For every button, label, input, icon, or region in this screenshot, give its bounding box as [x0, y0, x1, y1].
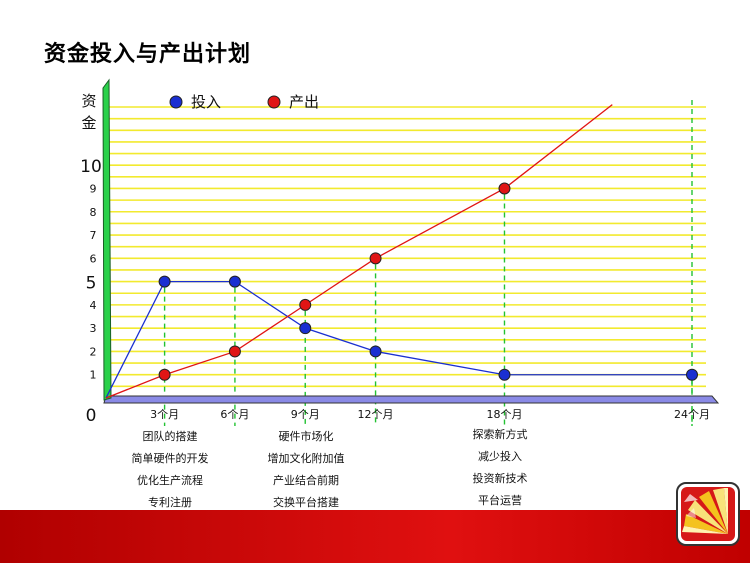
y-tick-label: 5 [86, 274, 97, 294]
data-point [370, 346, 381, 357]
data-point [687, 369, 698, 380]
y-tick-label: 6 [90, 252, 97, 265]
data-point [499, 183, 510, 194]
data-point [300, 299, 311, 310]
x-axis-bar [104, 396, 718, 403]
legend-marker [268, 96, 280, 108]
y-tick-label: 10 [80, 157, 102, 177]
x-tick-label: 12个月 [358, 408, 394, 421]
annotation-line: 硬件市场化 [236, 426, 376, 448]
y-tick-label: 1 [90, 369, 97, 382]
annotation-line: 优化生产流程 [100, 470, 240, 492]
y-axis-label: 资 [81, 92, 96, 110]
y-axis: 0 1 2 3 4 5 6 7 8 9 10 资金 [80, 80, 111, 426]
legend-marker [170, 96, 182, 108]
data-point [159, 369, 170, 380]
annotation-group-3: 探索新方式 减少投入 投资新技术 平台运营 [430, 424, 570, 512]
y-tick-label: 9 [90, 182, 97, 195]
data-point [159, 276, 170, 287]
annotation-line: 简单硬件的开发 [100, 448, 240, 470]
y-tick-label: 7 [90, 229, 97, 242]
annotation-line: 探索新方式 [430, 424, 570, 446]
annotation-group-1: 团队的搭建 简单硬件的开发 优化生产流程 专利注册 [100, 426, 240, 514]
data-point [300, 323, 311, 334]
y-tick-label: 0 [86, 406, 97, 426]
series-line [106, 105, 612, 398]
annotation-line: 平台运营 [430, 490, 570, 512]
annotation-line: 增加文化附加值 [236, 448, 376, 470]
footer-band [0, 510, 750, 563]
legend: 投入 产出 [170, 93, 319, 111]
data-point [370, 253, 381, 264]
x-tick-label: 3个月 [150, 408, 179, 421]
data-point [499, 369, 510, 380]
annotation-line: 投资新技术 [430, 468, 570, 490]
y-axis-label: 金 [81, 114, 96, 132]
annotation-line: 团队的搭建 [100, 426, 240, 448]
grid [106, 100, 706, 426]
x-axis: 3个月 6个月 9个月 12个月 18个月 24个月 [104, 396, 718, 421]
x-tick-label: 9个月 [291, 408, 320, 421]
x-tick-label: 18个月 [486, 408, 522, 421]
data-point [229, 346, 240, 357]
y-tick-label: 2 [90, 345, 97, 358]
y-tick-label: 8 [90, 206, 97, 219]
annotation-line: 产业结合前期 [236, 470, 376, 492]
legend-label: 投入 [191, 93, 221, 111]
y-tick-label: 3 [90, 322, 97, 335]
logo-icon [676, 482, 740, 546]
x-tick-label: 6个月 [220, 408, 249, 421]
legend-label: 产出 [289, 93, 319, 111]
y-tick-label: 4 [90, 299, 97, 312]
series [106, 105, 698, 398]
y-axis-bar [103, 80, 111, 400]
annotation-line: 减少投入 [430, 446, 570, 468]
x-tick-label: 24个月 [674, 408, 710, 421]
data-point [229, 276, 240, 287]
annotation-group-2: 硬件市场化 增加文化附加值 产业结合前期 交换平台搭建 [236, 426, 376, 514]
